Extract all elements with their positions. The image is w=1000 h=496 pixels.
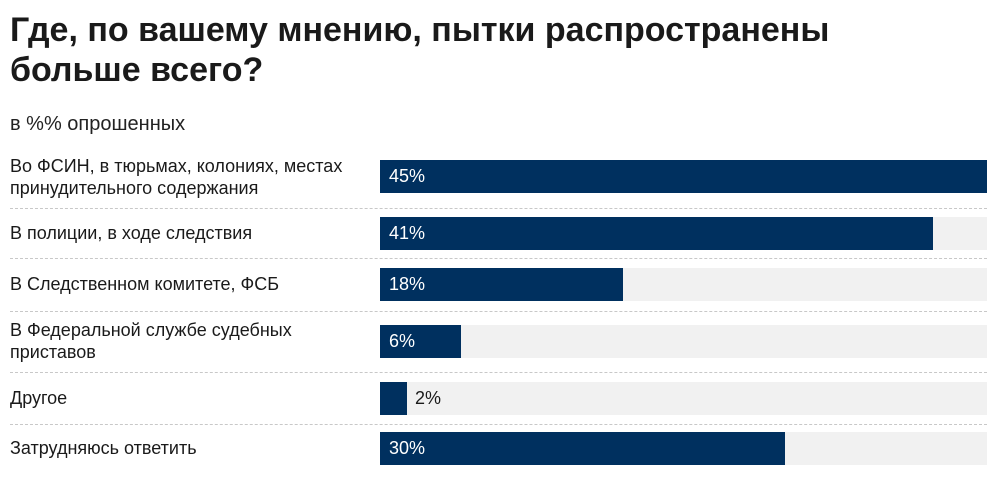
row-divider <box>10 372 987 373</box>
bar <box>380 268 623 301</box>
row-divider <box>10 311 987 312</box>
row-divider <box>10 208 987 209</box>
category-label: В Федеральной службе судебных приставов <box>10 320 292 362</box>
bar <box>380 217 933 250</box>
bar-track: 2% <box>380 382 987 415</box>
bar-track: 45% <box>380 160 987 193</box>
data-label: 18% <box>389 274 426 294</box>
bar-track: 30% <box>380 432 987 465</box>
bar <box>380 160 987 193</box>
row-divider <box>10 258 987 259</box>
bar-track: 18% <box>380 268 987 301</box>
bar <box>380 382 407 415</box>
bar-track: 6% <box>380 325 987 358</box>
bar <box>380 325 461 358</box>
chart-subtitle: в %% опрошенных <box>10 113 186 135</box>
data-label: 45% <box>389 166 426 186</box>
bar <box>380 432 785 465</box>
data-label: 2% <box>415 388 442 408</box>
data-label: 6% <box>389 331 416 351</box>
bar-track: 41% <box>380 217 987 250</box>
category-label: Во ФСИН, в тюрьмах, колониях, местах при… <box>10 156 343 198</box>
category-label: В полиции, в ходе следствия <box>10 223 253 243</box>
category-label: Затрудняюсь ответить <box>10 438 197 458</box>
data-label: 30% <box>389 438 426 458</box>
data-label: 41% <box>389 223 426 243</box>
row-divider <box>10 424 987 425</box>
category-label: Другое <box>10 388 68 408</box>
chart-title: Где, по вашему мнению, пытки распростран… <box>10 11 830 89</box>
category-label: В Следственном комитете, ФСБ <box>10 274 280 294</box>
